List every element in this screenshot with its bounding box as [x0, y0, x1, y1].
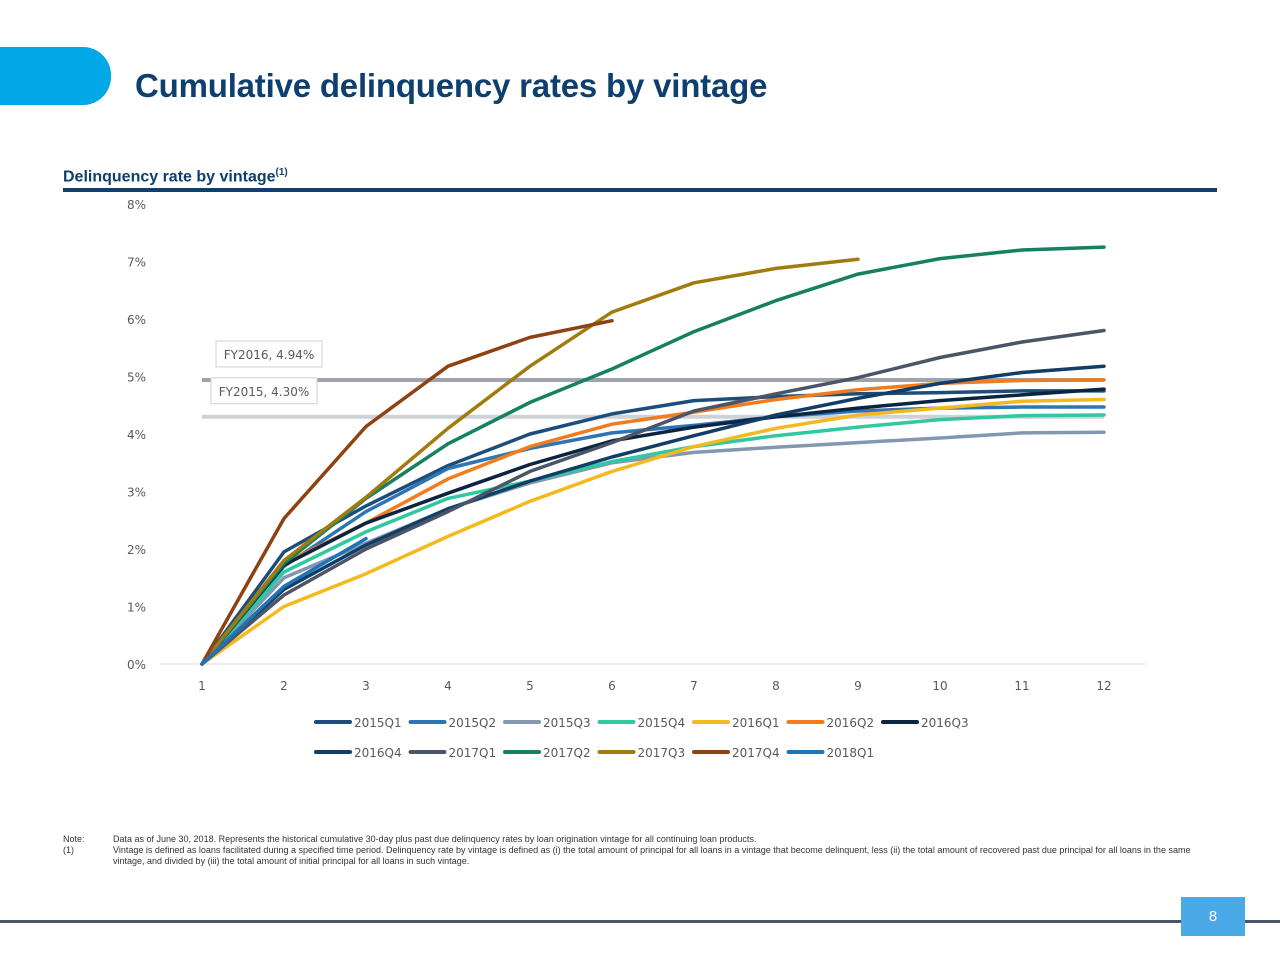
- legend-item-2016q4: 2016Q4: [314, 746, 402, 760]
- legend-item-2015q4: 2015Q4: [597, 716, 686, 730]
- legend-label: 2017Q1: [449, 746, 497, 760]
- x-tick-label: 12: [1096, 679, 1111, 693]
- series-line-2017q3: [200, 257, 860, 666]
- page-title: Cumulative delinquency rates by vintage: [135, 67, 768, 104]
- x-tick-label: 2: [280, 679, 288, 693]
- y-tick-label: 4%: [127, 428, 146, 442]
- legend-label: 2016Q2: [827, 716, 875, 730]
- y-axis: 0% 1% 2% 3% 4% 5% 6% 7% 8%: [127, 198, 146, 672]
- y-tick-label: 1%: [127, 601, 146, 615]
- legend-item-2017q2: 2017Q2: [503, 746, 591, 760]
- x-tick-label: 6: [608, 679, 616, 693]
- series-line-2015q3: [200, 430, 1106, 666]
- note-key: (1): [63, 845, 74, 855]
- legend-label: 2015Q3: [543, 716, 591, 730]
- x-tick-label: 9: [854, 679, 862, 693]
- footnotes: Note: Data as of June 30, 2018. Represen…: [63, 834, 1193, 867]
- legend-item-2017q4: 2017Q4: [692, 746, 780, 760]
- legend-item-2015q3: 2015Q3: [503, 716, 591, 730]
- note-row: (1) Vintage is defined as loans facilita…: [63, 845, 1193, 867]
- series-line-2016q4: [200, 364, 1106, 666]
- reference-label-box: [210, 377, 318, 405]
- series-line-2016q1: [200, 397, 1106, 666]
- section-title: Delinquency rate by vintage(1): [63, 167, 288, 186]
- y-tick-label: 0%: [127, 658, 146, 672]
- legend-label: 2017Q3: [638, 746, 686, 760]
- series-line-2018q1: [200, 536, 368, 666]
- x-tick-label: 10: [932, 679, 947, 693]
- y-tick-label: 6%: [127, 313, 146, 327]
- chart-legend: 2015Q1 2015Q2 2015Q3 2015Q4 2016Q1 2016Q2 2016…: [314, 716, 969, 760]
- section-title-text: Delinquency rate by vintage: [63, 168, 276, 186]
- x-tick-label: 1: [198, 679, 206, 693]
- legend-label: 2017Q2: [543, 746, 591, 760]
- y-tick-label: 5%: [127, 371, 146, 385]
- y-tick-label: 8%: [127, 198, 146, 212]
- section-divider: [63, 188, 1217, 192]
- legend-label: 2016Q4: [354, 746, 402, 760]
- legend-label: 2016Q1: [732, 716, 780, 730]
- reference-label-box: [215, 340, 323, 368]
- legend-label: 2015Q1: [354, 716, 402, 730]
- legend-item-2016q3: 2016Q3: [881, 716, 969, 730]
- x-tick-label: 7: [690, 679, 698, 693]
- legend-label: 2015Q2: [449, 716, 497, 730]
- legend-item-2018q1: 2018Q1: [786, 746, 875, 760]
- series-line-2017q1: [200, 328, 1106, 666]
- legend-label: 2017Q4: [732, 746, 780, 760]
- legend-item-2017q1: 2017Q1: [408, 746, 497, 760]
- footer-divider: [0, 920, 1280, 923]
- x-tick-label: 8: [772, 679, 780, 693]
- footnote-marker: (1): [275, 167, 288, 178]
- reference-label-fy2015: FY2015, 4.30%: [210, 377, 318, 405]
- legend-item-2016q1: 2016Q1: [692, 716, 780, 730]
- page-number: 8: [1181, 897, 1245, 936]
- reference-labels: FY2016, 4.94% FY2015, 4.30%: [210, 340, 323, 405]
- header-accent-tab: [0, 47, 111, 105]
- reference-label-fy2016: FY2016, 4.94%: [215, 340, 323, 368]
- note-text: Vintage is defined as loans facilitated …: [113, 845, 1191, 866]
- x-tick-label: 4: [444, 679, 452, 693]
- legend-item-2016q2: 2016Q2: [786, 716, 875, 730]
- legend-item-2017q3: 2017Q3: [597, 746, 686, 760]
- note-text: Data as of June 30, 2018. Represents the…: [113, 834, 757, 844]
- x-axis: 1 2 3 4 5 6 7 8 9 10 11 12: [198, 679, 1111, 693]
- x-tick-label: 11: [1014, 679, 1029, 693]
- legend-item-2015q2: 2015Q2: [408, 716, 497, 730]
- y-tick-label: 3%: [127, 486, 146, 500]
- series-line-2015q1: [200, 389, 1106, 666]
- series-lines: [200, 245, 1106, 666]
- note-key: Note:: [63, 834, 85, 844]
- reference-label-text: FY2016, 4.94%: [224, 348, 315, 362]
- reference-label-text: FY2015, 4.30%: [219, 385, 310, 399]
- legend-label: 2018Q1: [827, 746, 875, 760]
- y-tick-label: 2%: [127, 543, 146, 557]
- y-tick-label: 7%: [127, 256, 146, 270]
- note-row: Note: Data as of June 30, 2018. Represen…: [63, 834, 1193, 845]
- x-tick-label: 5: [526, 679, 534, 693]
- legend-label: 2015Q4: [638, 716, 686, 730]
- legend-item-2015q1: 2015Q1: [314, 716, 402, 730]
- x-tick-label: 3: [362, 679, 370, 693]
- series-line-2015q4: [200, 413, 1106, 666]
- series-line-2016q3: [200, 387, 1106, 666]
- series-line-2017q4: [200, 318, 614, 666]
- legend-label: 2016Q3: [921, 716, 969, 730]
- delinquency-line-chart: 0%1%2%3%4%5%6%7%8% 1 2 3 4 5 6 7 8 9 10 11 12 FY201…: [127, 198, 1145, 760]
